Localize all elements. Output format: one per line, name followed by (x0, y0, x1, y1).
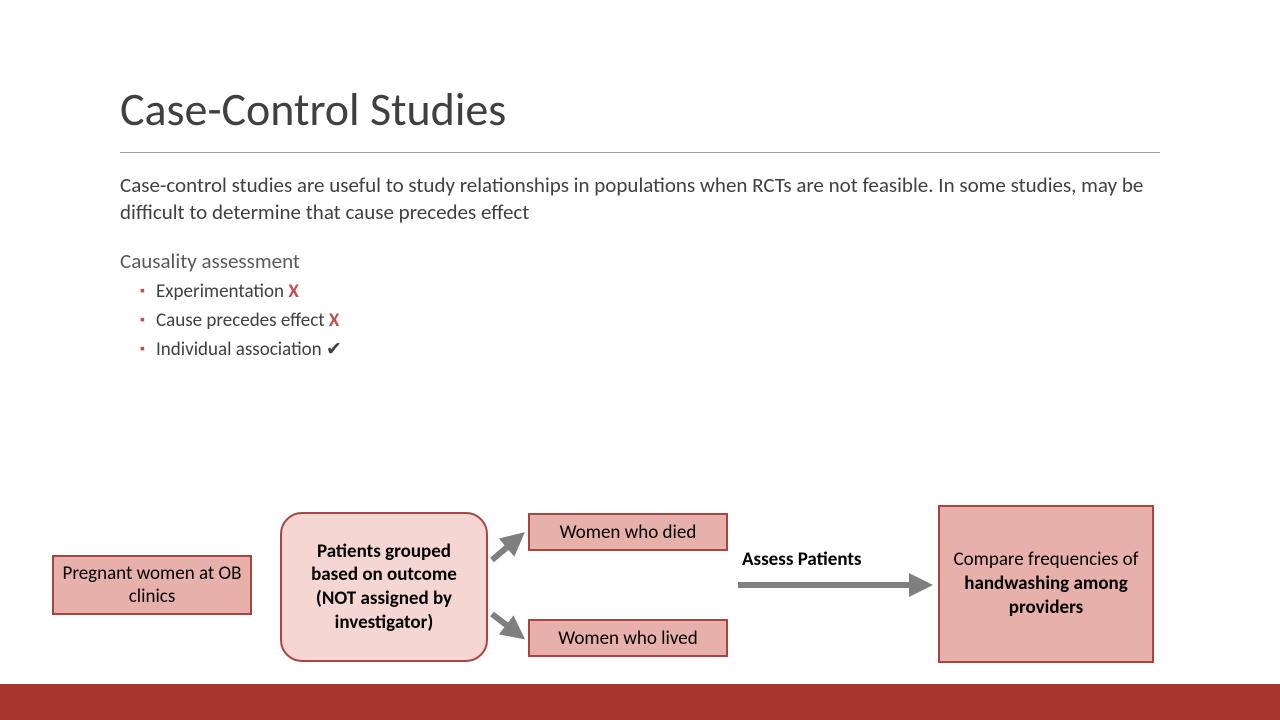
x-mark-icon: X (329, 309, 339, 332)
bullet-text: Experimentation (156, 280, 288, 303)
bullet-item: Cause precedes effect X (140, 309, 342, 332)
footer-bar (0, 684, 1280, 720)
body-text: Case-control studies are useful to study… (120, 172, 1160, 226)
box-label: Women who died (560, 521, 697, 544)
box-label: Compare frequencies of handwashing among… (948, 548, 1144, 619)
box-label: Patients grouped based on outcome (NOT a… (294, 540, 474, 635)
box-women-lived: Women who lived (528, 619, 728, 657)
slide-title: Case-Control Studies (120, 82, 506, 138)
bullet-text: Individual association (156, 338, 326, 361)
title-underline (120, 152, 1160, 153)
arrow-icon (488, 530, 528, 570)
bullet-item: Experimentation X (140, 280, 342, 303)
box-label: Pregnant women at OB clinics (62, 562, 242, 608)
box-label: Women who lived (558, 627, 697, 650)
bullet-text: Cause precedes effect (156, 309, 329, 332)
causality-subhead: Causality assessment (120, 248, 300, 274)
arrow-icon (488, 604, 528, 644)
check-mark-icon: ✔ (326, 338, 342, 361)
bullet-list: Experimentation X Cause precedes effect … (140, 280, 342, 367)
arrow-icon (736, 575, 936, 595)
bullet-item: Individual association ✔ (140, 338, 342, 361)
assess-patients-label: Assess Patients (742, 548, 862, 571)
x-mark-icon: X (288, 280, 298, 303)
box-women-died: Women who died (528, 513, 728, 551)
box-pregnant-women: Pregnant women at OB clinics (52, 555, 252, 615)
box-compare-frequencies: Compare frequencies of handwashing among… (938, 505, 1154, 663)
box-patients-grouped: Patients grouped based on outcome (NOT a… (280, 512, 488, 662)
